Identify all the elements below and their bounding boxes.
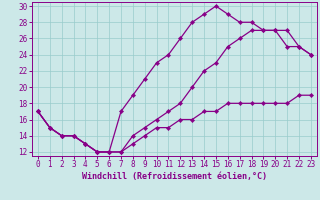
X-axis label: Windchill (Refroidissement éolien,°C): Windchill (Refroidissement éolien,°C): [82, 172, 267, 181]
